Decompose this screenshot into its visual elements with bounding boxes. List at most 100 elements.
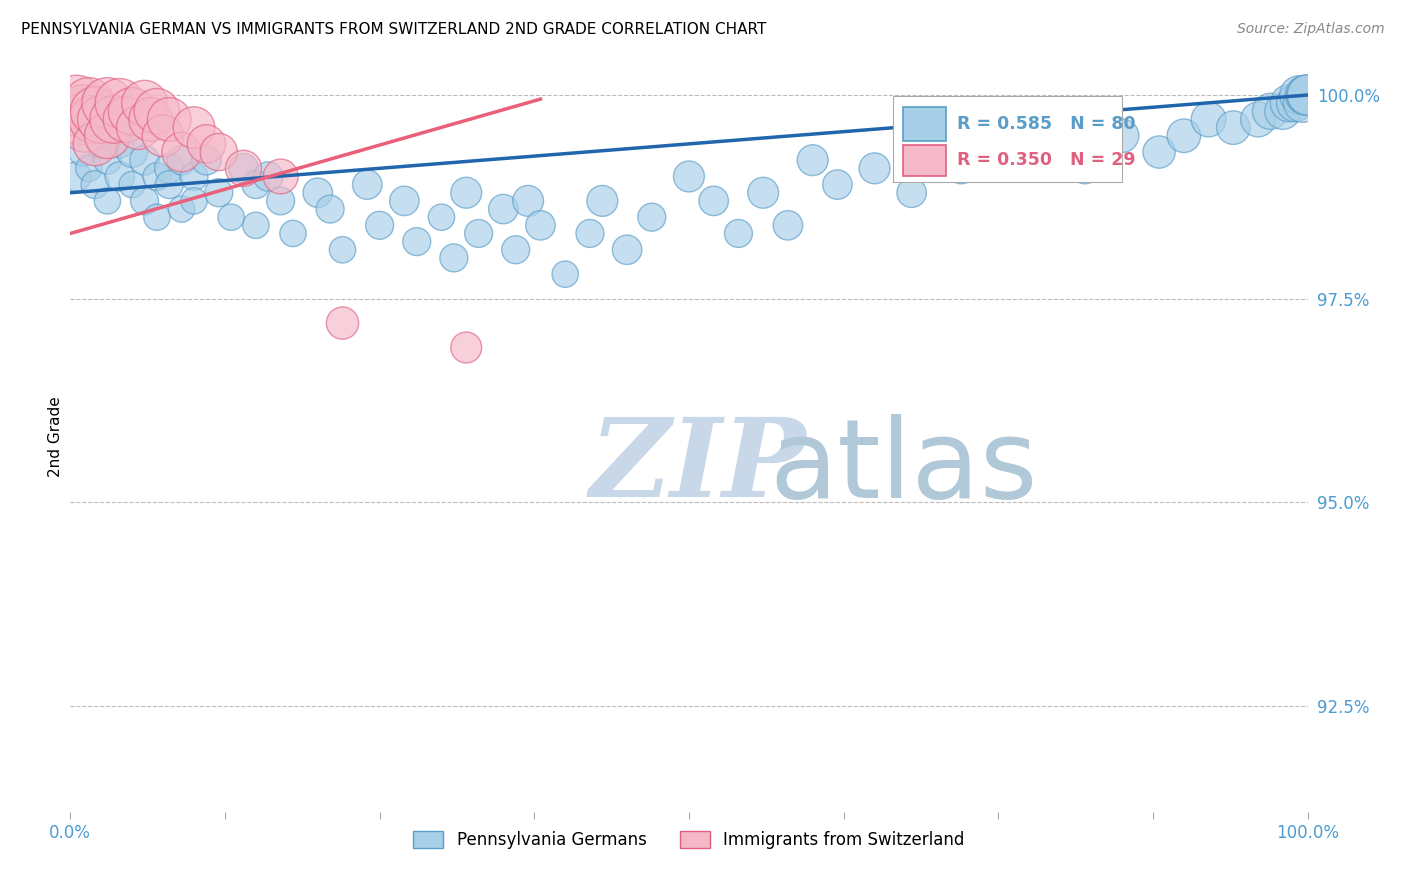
Point [108,96,131,111]
Point [84,104,107,119]
Point [195,136,218,151]
Point [443,251,465,265]
Point [270,169,292,184]
Point [245,219,267,233]
Point [157,161,180,176]
Point [270,194,292,208]
Point [1111,128,1133,143]
Point [65,169,87,184]
Point [77,161,100,176]
Point [356,178,378,192]
Point [72,145,94,159]
Point [616,243,638,257]
Point [146,210,169,224]
Point [232,161,254,176]
Point [69,112,91,127]
Point [1295,88,1317,103]
Point [195,153,218,168]
Point [170,145,193,159]
Point [1024,153,1046,168]
Point [827,178,849,192]
Point [134,153,156,168]
Point [1296,88,1319,103]
Point [115,112,138,127]
Point [1294,88,1316,103]
Point [987,136,1010,151]
Point [456,341,478,355]
Point [591,194,613,208]
Point [170,153,193,168]
Point [121,145,143,159]
Point [319,202,342,216]
Point [332,243,354,257]
Point [307,186,329,200]
Point [245,178,267,192]
Point [170,202,193,216]
Point [703,194,725,208]
Point [727,227,749,241]
Point [157,112,180,127]
Point [505,243,527,257]
Point [1291,96,1313,111]
Point [801,153,824,168]
Text: R = 0.350   N = 29: R = 0.350 N = 29 [957,151,1136,169]
Point [183,194,205,208]
Legend: Pennsylvania Germans, Immigrants from Switzerland: Pennsylvania Germans, Immigrants from Sw… [406,824,972,855]
Point [368,219,391,233]
Point [925,145,948,159]
Point [127,120,149,135]
Point [456,186,478,200]
Point [1260,104,1282,119]
Point [146,169,169,184]
Point [134,194,156,208]
Point [950,161,973,176]
Point [96,128,118,143]
FancyBboxPatch shape [903,145,946,177]
Point [152,128,174,143]
Point [430,210,453,224]
Point [90,136,112,151]
Text: Source: ZipAtlas.com: Source: ZipAtlas.com [1237,22,1385,37]
Point [492,202,515,216]
Point [1198,112,1220,127]
Point [90,112,112,127]
Point [1284,96,1306,111]
Point [554,267,576,281]
Text: R = 0.585   N = 80: R = 0.585 N = 80 [957,115,1136,133]
Point [1278,96,1301,111]
Point [467,227,489,241]
Point [405,235,427,249]
Point [108,136,131,151]
Point [332,316,354,330]
Point [529,219,551,233]
Point [776,219,799,233]
Text: PENNSYLVANIA GERMAN VS IMMIGRANTS FROM SWITZERLAND 2ND GRADE CORRELATION CHART: PENNSYLVANIA GERMAN VS IMMIGRANTS FROM S… [21,22,766,37]
Point [678,169,700,184]
Point [208,145,231,159]
Point [257,169,280,184]
Point [134,96,156,111]
Point [208,186,231,200]
Point [1049,136,1071,151]
Point [1271,104,1294,119]
Point [84,136,107,151]
Point [139,112,162,127]
Point [219,210,242,224]
Point [82,112,104,127]
Point [65,96,87,111]
Point [579,227,602,241]
Point [281,227,304,241]
Point [641,210,664,224]
Point [121,104,143,119]
Point [1147,145,1170,159]
Point [1247,112,1270,127]
Point [232,161,254,176]
Point [75,120,97,135]
Point [96,153,118,168]
FancyBboxPatch shape [903,107,946,141]
Point [96,96,118,111]
Point [77,96,100,111]
Point [84,178,107,192]
Point [863,161,886,176]
Point [900,186,922,200]
